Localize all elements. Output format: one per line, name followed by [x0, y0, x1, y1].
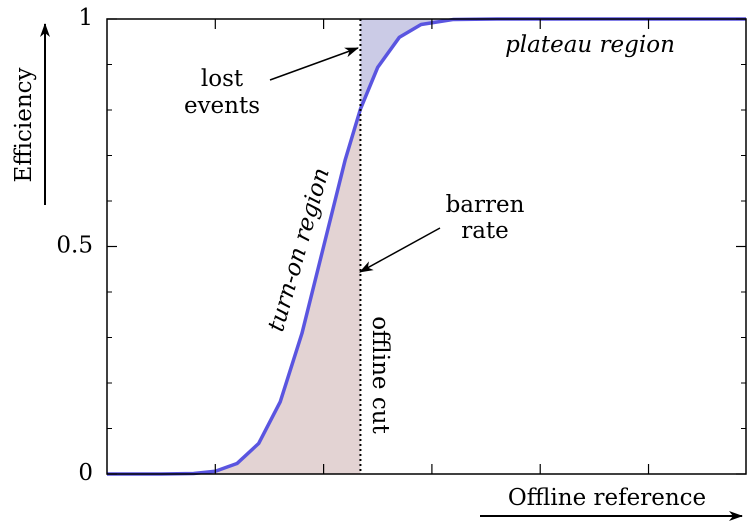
annotation-arrow [269, 47, 359, 81]
annotation: rate [461, 218, 509, 244]
y-tick-label: 1 [78, 5, 93, 31]
annotation: events [184, 93, 260, 119]
x-axis-label: Offline reference [508, 485, 706, 511]
below-cut-fill [107, 109, 361, 474]
annotation: plateau region [505, 32, 675, 58]
y-tick-label: 0 [78, 460, 93, 486]
y-tick-label: 0.5 [56, 233, 93, 259]
annotation: lost [201, 66, 244, 92]
above-cut-fill [360, 19, 746, 110]
y-axis-label: Efficiency [11, 67, 37, 182]
annotation: barren [446, 192, 525, 218]
annotation: offline cut [367, 316, 393, 434]
annotation-arrow [359, 227, 441, 273]
